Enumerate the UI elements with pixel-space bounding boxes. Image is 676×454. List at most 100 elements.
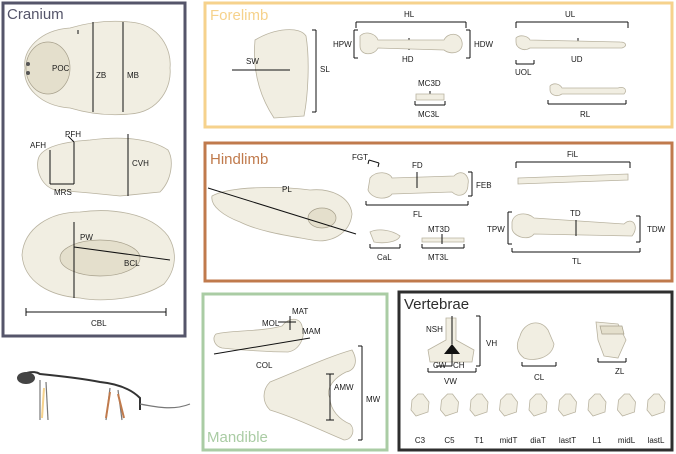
cranium-panel: Cranium POC ZB MB PFH AFH MRS CVH [1,1,187,338]
radius-bone [549,83,626,97]
tdw-label: TDW [647,225,666,234]
vertebra-diat-bone [528,393,548,417]
vertebra-midt-bone [499,393,518,417]
vertebra-c5-bone [440,393,459,417]
vertebra-c5-label: C5 [444,436,455,445]
hindlimb-title: Hindlimb [210,151,268,168]
vertebrae-title: Vertebrae [404,296,469,313]
vertebra-anterior-view [427,317,475,363]
hl-label: HL [404,10,415,19]
vertebra-c3-bone [410,393,430,417]
mc3l-label: MC3L [418,110,440,119]
vertebrae-measure-lines [427,315,627,373]
cranium-dorsal-lines [77,22,124,112]
vertebrae-panel: Vertebrae NSH VH CW CH VW CL ZL [397,290,674,452]
fgt-label: FGT [352,153,368,162]
metacarpal-bone [415,93,445,101]
feb-label: FEB [476,181,492,190]
vertebra-c3-label: C3 [415,436,426,445]
mt3l-label: MT3L [428,253,449,262]
humerus-bone [359,32,463,55]
vertebra-lastl-label: lastL [648,436,665,445]
bcl-label: BCL [124,259,140,268]
cranium-ventral-view [21,210,175,301]
metatarsal-bone [421,237,465,243]
vertebra-l1-label: L1 [593,436,602,445]
mt3d-label: MT3D [428,225,450,234]
vertebra-midl-label: midL [618,436,636,445]
mandible-title: Mandible [207,429,268,446]
fil-label: FiL [567,150,579,159]
mandible-measure-lines [213,316,363,441]
poc-label: POC [52,64,70,73]
hindlimb-measure-lines [207,159,641,253]
ch-label: CH [453,361,465,370]
cranium-ventral-lines [25,222,171,316]
nsh-label: NSH [426,325,443,334]
uol-label: UOL [515,68,532,77]
rl-label: RL [580,110,591,119]
vw-label: VW [444,377,457,386]
cal-label: CaL [377,253,392,262]
calcaneus-bone [369,229,401,244]
mrs-label: MRS [54,188,72,197]
ulna-bone [515,35,626,50]
hindlimb-panel: Hindlimb PL FGT FD FEB FL FiL TPW [203,141,674,283]
pl-label: PL [282,185,292,194]
cranium-lateral-lines [49,134,129,196]
amw-label: AMW [334,383,354,392]
zl-label: ZL [615,367,625,376]
vertebra-lateral-cl [516,322,555,360]
forelimb-panel: Forelimb SW SL HL HPW HDW HD UL UOL UD [203,1,674,129]
pw-label: PW [80,233,93,242]
vertebra-dorsal-zl [595,321,627,359]
ud-label: UD [571,55,583,64]
tl-label: TL [572,257,582,266]
td-label: TD [570,209,581,218]
fl-label: FL [413,210,423,219]
fd-label: FD [412,161,423,170]
fibula-bone [517,173,629,185]
ul-label: UL [565,10,576,19]
vertebra-lastt-bone [558,393,577,417]
mw-label: MW [366,395,381,404]
hd-label: HD [402,55,414,64]
forelimb-frame [203,1,674,129]
mandible-panel: Mandible MAT MOL MAM COL AMW MW [201,292,389,452]
mandible-frame [201,292,389,452]
vertebra-midl-bone [617,393,636,417]
mb-label: MB [127,71,139,80]
sl-label: SL [320,65,330,74]
femur-bone [367,172,469,199]
cvh-label: CVH [132,159,149,168]
sw-label: SW [246,57,259,66]
cranium-lateral-view [37,137,172,197]
vertebra-diat-label: diaT [530,436,546,445]
cranium-title: Cranium [7,6,64,23]
mandible-lateral-bone [213,318,304,353]
vertebra-l1-bone [587,393,607,417]
skeleton-silhouette-icon [17,371,191,421]
mam-label: MAM [302,327,321,336]
vh-label: VH [486,339,497,348]
col-label: COL [256,361,273,370]
cbl-label: CBL [91,319,107,328]
vertebra-series-row: C3 C5 T1 midT diaT lastT L1 midL lastL [410,393,666,445]
pfh-label: PFH [65,130,81,139]
vertebra-lastl-bone [646,393,666,417]
mol-label: MOL [262,319,280,328]
forelimb-title: Forelimb [210,7,268,24]
tpw-label: TPW [487,225,505,234]
mandible-dorsal-bone [263,349,356,441]
mc3d-label: MC3D [418,79,441,88]
cranium-frame [1,1,187,338]
mat-label: MAT [292,307,308,316]
vertebra-lastt-label: lastT [559,436,576,445]
vertebra-t1-label: T1 [474,436,484,445]
tibia-bone [511,213,636,239]
cranium-dorsal-view [24,20,171,116]
scapula-bone [254,29,309,119]
vertebrae-frame [397,290,674,452]
hpw-label: HPW [333,40,352,49]
